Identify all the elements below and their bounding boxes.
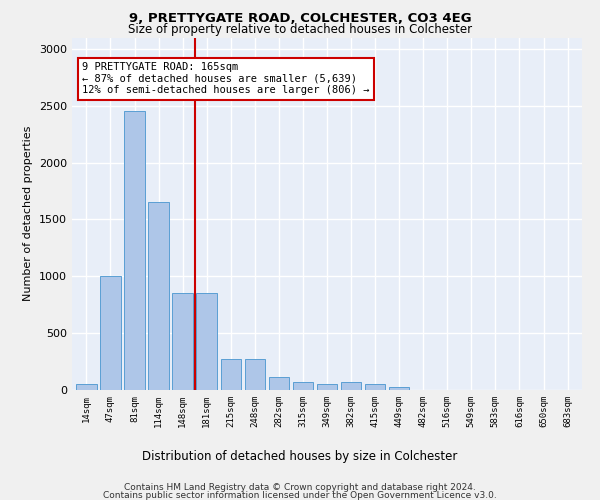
Bar	[196, 294, 217, 390]
Bar	[317, 384, 337, 390]
Bar	[76, 384, 97, 390]
Text: Contains public sector information licensed under the Open Government Licence v3: Contains public sector information licen…	[103, 491, 497, 500]
Text: Size of property relative to detached houses in Colchester: Size of property relative to detached ho…	[128, 22, 472, 36]
Text: 9 PRETTYGATE ROAD: 165sqm
← 87% of detached houses are smaller (5,639)
12% of se: 9 PRETTYGATE ROAD: 165sqm ← 87% of detac…	[82, 62, 370, 96]
Text: Distribution of detached houses by size in Colchester: Distribution of detached houses by size …	[142, 450, 458, 463]
Bar	[221, 360, 241, 390]
Bar	[124, 112, 145, 390]
Bar	[172, 294, 193, 390]
Text: Contains HM Land Registry data © Crown copyright and database right 2024.: Contains HM Land Registry data © Crown c…	[124, 482, 476, 492]
Bar	[365, 384, 385, 390]
Y-axis label: Number of detached properties: Number of detached properties	[23, 126, 34, 302]
Bar	[341, 382, 361, 390]
Bar	[100, 276, 121, 390]
Text: 9, PRETTYGATE ROAD, COLCHESTER, CO3 4EG: 9, PRETTYGATE ROAD, COLCHESTER, CO3 4EG	[128, 12, 472, 26]
Bar	[148, 202, 169, 390]
Bar	[389, 386, 409, 390]
Bar	[269, 378, 289, 390]
Bar	[245, 360, 265, 390]
Bar	[293, 382, 313, 390]
